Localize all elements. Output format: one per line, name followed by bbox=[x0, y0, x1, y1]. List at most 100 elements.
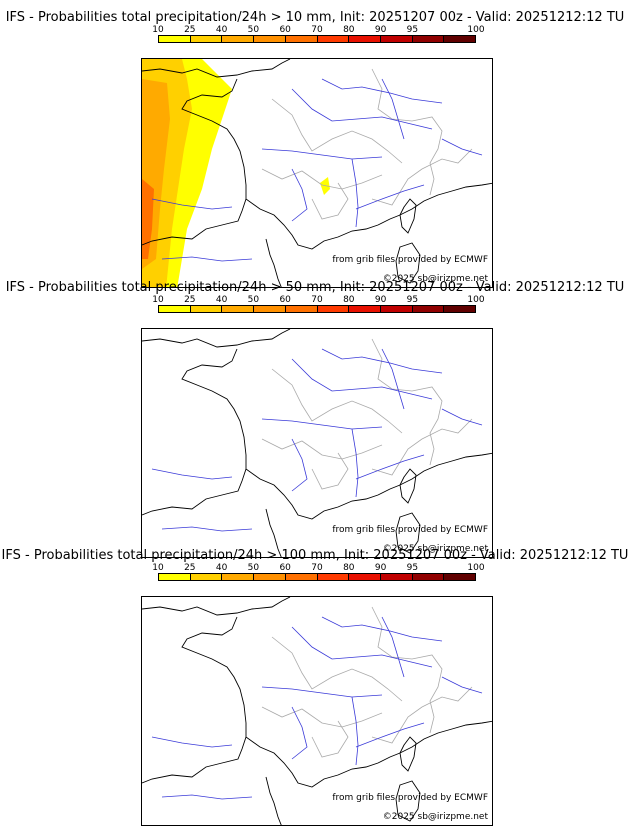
scale-swatch bbox=[159, 306, 191, 312]
credit-text: from grib files provided by ECMWF bbox=[332, 793, 488, 803]
scale-tick-label: 40 bbox=[215, 295, 228, 305]
scale-swatch bbox=[349, 306, 381, 312]
scale-tick-label: 50 bbox=[247, 563, 260, 573]
river bbox=[291, 88, 433, 130]
scale-swatch bbox=[412, 36, 445, 42]
coastline bbox=[399, 198, 417, 234]
map-frame: from grib files provided by ECMWF ©2025 … bbox=[141, 328, 493, 558]
coastline bbox=[142, 597, 492, 825]
precip-area bbox=[142, 179, 154, 259]
scale-tick-label: 10 bbox=[152, 25, 164, 35]
scale-tick-label: 60 bbox=[279, 563, 291, 573]
scale-tick-label: 95 bbox=[406, 563, 419, 573]
river bbox=[355, 184, 425, 210]
admin-border bbox=[371, 686, 473, 744]
scale-swatch bbox=[222, 574, 255, 580]
admin-border bbox=[371, 606, 443, 734]
river bbox=[441, 676, 483, 694]
panel-title: IFS - Probabilities total precipitation/… bbox=[1, 548, 629, 563]
scale-swatch bbox=[254, 36, 286, 42]
scale-tick-label: 90 bbox=[374, 563, 387, 573]
scale-tick-label: 70 bbox=[311, 563, 323, 573]
scale-swatch bbox=[285, 574, 318, 580]
river bbox=[291, 626, 433, 668]
scale-tick-label: 10 bbox=[152, 295, 164, 305]
scale-swatch bbox=[285, 36, 318, 42]
color-scale: 10 25 40 50 60 70 80 90 95 100 bbox=[152, 563, 485, 586]
river bbox=[381, 78, 405, 140]
scale-tick-label: 25 bbox=[184, 563, 196, 573]
scale-swatch bbox=[159, 36, 191, 42]
scale-tick-label: 80 bbox=[343, 295, 355, 305]
copyright-text: ©2025 sb@irizpme.net bbox=[382, 274, 488, 284]
map-frame: from grib files provided by ECMWF ©2025 … bbox=[141, 596, 493, 826]
admin-border bbox=[371, 148, 473, 206]
scale-swatch bbox=[222, 36, 255, 42]
credit-text: from grib files provided by ECMWF bbox=[332, 255, 488, 265]
river bbox=[441, 138, 483, 156]
admin-border bbox=[271, 636, 403, 702]
river bbox=[161, 794, 253, 800]
scale-tick-label: 70 bbox=[311, 25, 323, 35]
river bbox=[151, 736, 233, 748]
admin-border bbox=[311, 182, 349, 220]
color-scale-bar bbox=[158, 305, 476, 313]
river bbox=[291, 358, 433, 400]
copyright-text: ©2025 sb@irizpme.net bbox=[382, 812, 488, 822]
admin-border bbox=[371, 68, 443, 196]
scale-tick-label: 60 bbox=[279, 295, 291, 305]
river bbox=[161, 256, 253, 262]
river bbox=[351, 696, 359, 766]
scale-swatch bbox=[444, 36, 476, 42]
scale-swatch bbox=[190, 574, 223, 580]
scale-swatch bbox=[444, 306, 476, 312]
river bbox=[321, 78, 443, 104]
scale-tick-label: 70 bbox=[311, 295, 323, 305]
scale-swatch bbox=[349, 574, 381, 580]
scale-tick-label: 100 bbox=[467, 295, 485, 305]
scale-swatch bbox=[412, 306, 445, 312]
credit-text: from grib files provided by ECMWF bbox=[332, 525, 488, 535]
river bbox=[151, 198, 233, 210]
river bbox=[441, 408, 483, 426]
scale-swatch bbox=[349, 36, 381, 42]
scale-tick-label: 90 bbox=[374, 295, 387, 305]
admin-border bbox=[261, 438, 383, 460]
admin-border bbox=[371, 338, 443, 466]
map-frame: from grib files provided by ECMWF ©2025 … bbox=[141, 58, 493, 288]
scale-tick-label: 60 bbox=[279, 25, 291, 35]
scale-swatch bbox=[190, 36, 223, 42]
scale-swatch bbox=[190, 306, 223, 312]
panel-title: IFS - Probabilities total precipitation/… bbox=[5, 10, 625, 25]
river bbox=[291, 706, 308, 760]
scale-swatch bbox=[444, 574, 476, 580]
admin-border bbox=[261, 168, 383, 190]
scale-tick-label: 100 bbox=[467, 25, 485, 35]
scale-swatch bbox=[380, 36, 413, 42]
river bbox=[261, 148, 383, 160]
river bbox=[355, 722, 425, 748]
scale-tick-label: 95 bbox=[406, 25, 419, 35]
copyright-text: ©2025 sb@irizpme.net bbox=[382, 544, 488, 554]
coastline bbox=[395, 512, 421, 554]
river bbox=[351, 428, 359, 498]
river bbox=[381, 348, 405, 410]
scale-swatch bbox=[254, 574, 286, 580]
coastline bbox=[399, 736, 417, 772]
scale-tick-label: 100 bbox=[467, 563, 485, 573]
color-scale-bar bbox=[158, 35, 476, 43]
precip-overlay bbox=[142, 59, 330, 287]
admin-border bbox=[261, 706, 383, 728]
color-scale-bar bbox=[158, 573, 476, 581]
river bbox=[355, 454, 425, 480]
coastline bbox=[399, 468, 417, 504]
scale-tick-label: 25 bbox=[184, 295, 196, 305]
panel-title: IFS - Probabilities total precipitation/… bbox=[5, 280, 625, 295]
river bbox=[151, 468, 233, 480]
scale-tick-label: 10 bbox=[152, 563, 164, 573]
scale-tick-label: 50 bbox=[247, 25, 260, 35]
coastline bbox=[395, 242, 421, 284]
color-scale: 10 25 40 50 60 70 80 90 95 100 bbox=[152, 295, 485, 318]
scale-tick-label: 80 bbox=[343, 563, 355, 573]
admin-border bbox=[371, 418, 473, 476]
